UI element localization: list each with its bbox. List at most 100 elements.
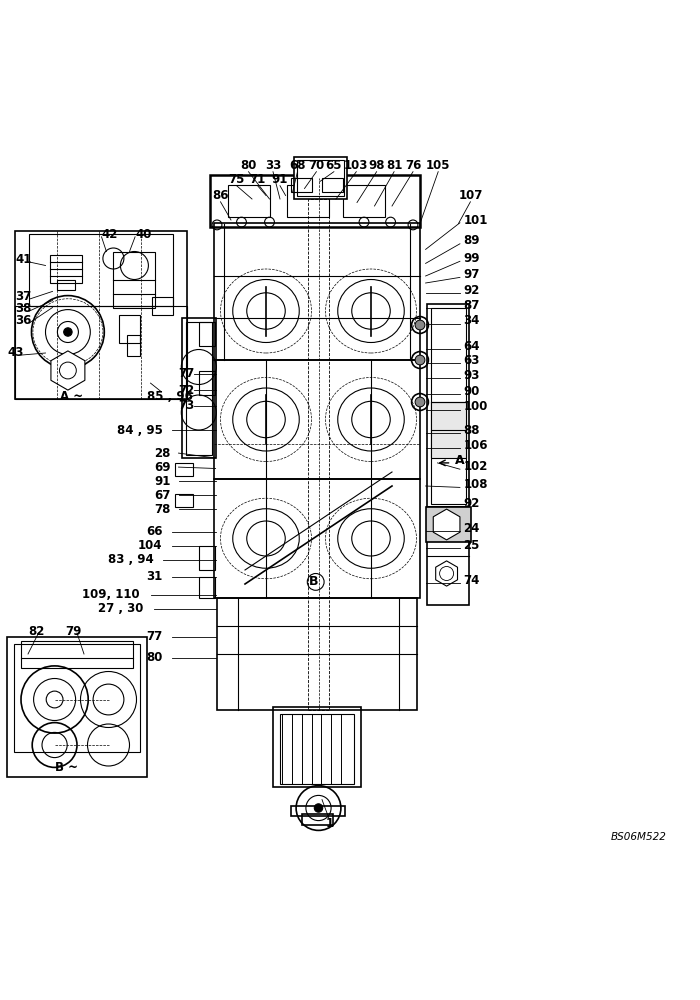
Text: 87: 87 — [463, 299, 480, 312]
Bar — [119, 314, 140, 342]
Text: 73: 73 — [178, 399, 195, 412]
Text: 82: 82 — [28, 625, 44, 638]
Bar — [302, 814, 333, 825]
Text: 28: 28 — [155, 447, 171, 460]
Bar — [21, 641, 133, 668]
Bar — [430, 402, 466, 458]
Text: 104: 104 — [138, 539, 162, 552]
Text: 86: 86 — [212, 189, 229, 202]
Text: 89: 89 — [463, 234, 480, 247]
Bar — [57, 279, 75, 290]
Text: 80: 80 — [146, 651, 162, 664]
Bar — [214, 360, 420, 479]
Bar — [152, 297, 173, 314]
Text: B ~: B ~ — [55, 761, 78, 774]
Text: 34: 34 — [463, 314, 480, 327]
Text: 88: 88 — [463, 424, 480, 436]
Text: 68: 68 — [289, 159, 306, 172]
Bar — [308, 199, 329, 710]
Bar — [427, 507, 469, 605]
Text: 33: 33 — [265, 159, 281, 172]
Text: 66: 66 — [146, 525, 162, 538]
Bar — [228, 185, 270, 217]
Bar — [182, 318, 216, 458]
Bar — [14, 644, 140, 752]
Bar — [280, 714, 354, 784]
Text: 75: 75 — [228, 173, 245, 186]
Text: 31: 31 — [146, 570, 162, 584]
Text: 81: 81 — [386, 159, 402, 172]
Text: 99: 99 — [463, 252, 480, 265]
Circle shape — [64, 328, 72, 336]
Text: 74: 74 — [463, 574, 480, 587]
Text: 107: 107 — [458, 189, 482, 202]
Text: 92: 92 — [463, 497, 480, 510]
Circle shape — [314, 804, 323, 812]
Bar — [199, 370, 215, 395]
Polygon shape — [435, 561, 458, 586]
Bar — [210, 174, 420, 227]
Bar — [427, 304, 469, 507]
Text: 40: 40 — [135, 228, 151, 240]
Text: 98: 98 — [368, 159, 385, 172]
Text: 103: 103 — [344, 159, 368, 172]
Text: 64: 64 — [463, 340, 480, 353]
Text: 106: 106 — [463, 439, 488, 452]
Bar — [426, 507, 471, 542]
Text: 65: 65 — [326, 159, 342, 172]
Text: 67: 67 — [155, 489, 171, 502]
Text: 93: 93 — [463, 369, 480, 382]
Text: 27 , 30: 27 , 30 — [98, 602, 144, 615]
Bar — [113, 251, 155, 308]
Bar — [50, 255, 82, 283]
Text: 41: 41 — [15, 253, 32, 266]
Text: 24: 24 — [463, 522, 480, 534]
Bar — [322, 178, 343, 192]
Circle shape — [415, 355, 425, 365]
Text: 70: 70 — [308, 159, 325, 172]
Text: A: A — [455, 454, 465, 467]
Bar — [290, 178, 312, 192]
Text: 63: 63 — [463, 354, 480, 366]
Bar — [199, 322, 215, 346]
Bar — [175, 463, 192, 476]
Bar — [294, 157, 346, 199]
Text: 92: 92 — [463, 284, 480, 296]
Bar — [199, 577, 215, 598]
Bar — [343, 185, 385, 217]
Bar — [290, 806, 345, 816]
Text: 80: 80 — [240, 159, 257, 172]
Text: 97: 97 — [463, 268, 480, 281]
Text: 42: 42 — [102, 228, 118, 240]
Bar — [199, 546, 215, 570]
Text: A ~: A ~ — [60, 390, 83, 403]
Text: 37: 37 — [15, 290, 32, 304]
Text: 71: 71 — [249, 173, 266, 186]
Bar — [127, 335, 140, 356]
Text: 100: 100 — [463, 400, 488, 413]
Bar — [273, 706, 360, 787]
Text: 76: 76 — [405, 159, 421, 172]
Text: 69: 69 — [154, 461, 171, 474]
Bar — [15, 306, 187, 398]
Text: 79: 79 — [65, 625, 81, 638]
Text: 78: 78 — [155, 503, 171, 516]
Bar — [297, 160, 344, 196]
Text: 72: 72 — [178, 384, 195, 397]
Bar — [430, 308, 466, 504]
Text: 102: 102 — [463, 460, 488, 473]
Text: 105: 105 — [426, 159, 451, 172]
Bar — [287, 185, 329, 217]
Bar — [186, 322, 212, 454]
Text: 36: 36 — [15, 314, 32, 327]
Bar — [175, 494, 192, 507]
Text: 1: 1 — [326, 817, 334, 830]
Text: 38: 38 — [15, 302, 32, 315]
Text: 77: 77 — [178, 367, 195, 380]
Polygon shape — [433, 509, 460, 540]
Bar — [214, 479, 420, 598]
Polygon shape — [51, 351, 85, 390]
Text: 84 , 95: 84 , 95 — [116, 424, 162, 436]
Text: 25: 25 — [463, 539, 480, 552]
Text: 101: 101 — [463, 214, 488, 227]
